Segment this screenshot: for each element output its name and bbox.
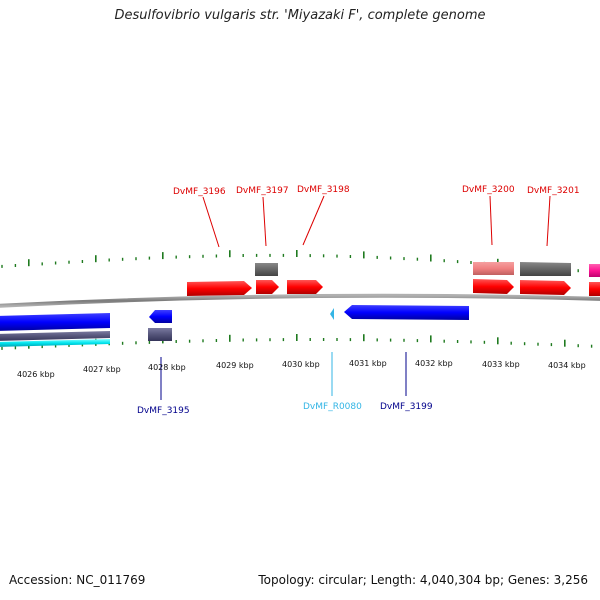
kbp-label-4032: 4032 kbp <box>415 359 453 368</box>
gene-label-dvmf-3196[interactable]: DvMF_3196 <box>173 187 226 197</box>
kbp-label-4030: 4030 kbp <box>282 360 320 369</box>
forward-cds-edge[interactable] <box>589 282 600 296</box>
forward-feature-edge-magenta[interactable] <box>589 264 600 277</box>
reverse-cds-3195[interactable] <box>149 310 172 323</box>
gene-label-dvmf-r0080[interactable]: DvMF_R0080 <box>303 402 362 412</box>
kbp-label-4026: 4026 kbp <box>17 370 55 379</box>
forward-feature-3197-grey[interactable] <box>255 263 278 276</box>
accession-text: Accession: NC_011769 <box>9 573 146 587</box>
kbp-label-4033: 4033 kbp <box>482 360 520 369</box>
reverse-feature-left-cyan[interactable] <box>0 339 110 347</box>
forward-label-group: DvMF_3196 DvMF_3197 DvMF_3198 DvMF_3200 … <box>173 185 580 248</box>
forward-feature-3201-grey[interactable] <box>520 262 571 276</box>
kbp-axis-labels: 4026 kbp 4027 kbp 4028 kbp 4029 kbp 4030… <box>17 359 586 379</box>
gene-label-dvmf-3199[interactable]: DvMF_3199 <box>380 402 433 412</box>
gene-label-dvmf-3197[interactable]: DvMF_3197 <box>236 186 289 196</box>
forward-feature-3200-pink[interactable] <box>473 262 514 275</box>
forward-cds-3201[interactable] <box>520 280 571 295</box>
page-title: Desulfovibrio vulgaris str. 'Miyazaki F'… <box>114 8 486 23</box>
gene-label-dvmf-3200[interactable]: DvMF_3200 <box>462 185 515 195</box>
gene-label-dvmf-3201[interactable]: DvMF_3201 <box>527 186 580 196</box>
genome-summary-text: Topology: circular; Length: 4,040,304 bp… <box>258 573 588 587</box>
reverse-feature-3195-slate[interactable] <box>148 328 172 341</box>
forward-cds-3198[interactable] <box>287 280 323 294</box>
forward-cds-3197[interactable] <box>256 280 279 294</box>
reverse-feature-left-slate[interactable] <box>0 331 110 341</box>
reverse-rna-r0080[interactable] <box>330 308 334 320</box>
kbp-label-4027: 4027 kbp <box>83 365 121 374</box>
forward-cds-3196[interactable] <box>187 281 252 296</box>
reverse-cds-3199[interactable] <box>344 305 469 320</box>
kbp-label-4029: 4029 kbp <box>216 361 254 370</box>
kbp-label-4028: 4028 kbp <box>148 363 186 372</box>
reverse-label-group: DvMF_3195 DvMF_R0080 DvMF_3199 <box>137 352 433 416</box>
gene-label-dvmf-3195[interactable]: DvMF_3195 <box>137 406 190 416</box>
gene-label-dvmf-3198[interactable]: DvMF_3198 <box>297 185 350 195</box>
kbp-label-4034: 4034 kbp <box>548 361 586 370</box>
reverse-cds-left[interactable] <box>0 313 110 331</box>
kbp-label-4031: 4031 kbp <box>349 359 387 368</box>
genome-backbone <box>0 293 600 308</box>
forward-cds-3200[interactable] <box>473 279 514 294</box>
